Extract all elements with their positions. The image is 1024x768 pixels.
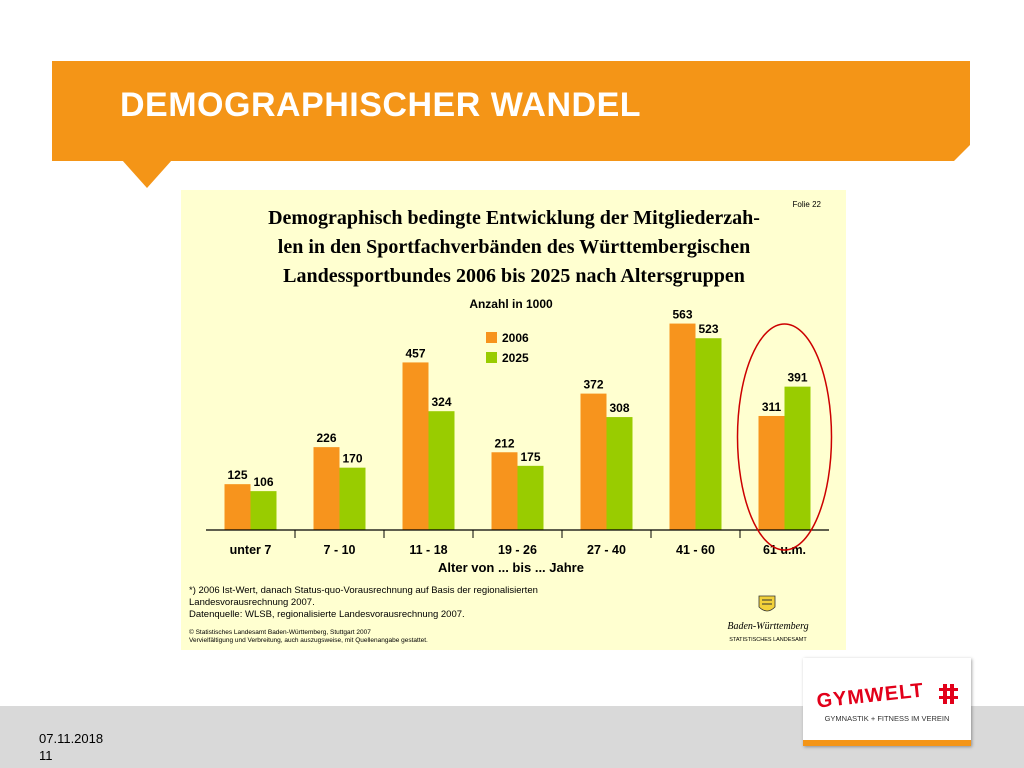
- bar-2025-6: [695, 338, 722, 530]
- data-label-2006-1: 125: [227, 468, 247, 482]
- x-tick-label-6: 41 - 60: [676, 543, 715, 557]
- note-line-1: *) 2006 Ist-Wert, danach Status-quo-Vora…: [189, 585, 538, 596]
- bar-chart: Folie 22 Demographisch bedingte Entwickl…: [189, 200, 833, 644]
- gymwelt-logo-graphic: GYMWELT GYMNASTIK + FITNESS IM VEREIN: [816, 679, 958, 723]
- plot-area: 125 106 unter 7 226 170 7 - 10 457 324 11 - 18 21…: [206, 308, 833, 557]
- chart-title-line-3: Landessportbundes 2006 bis 2025 nach Alt…: [283, 265, 745, 287]
- coat-of-arms-icon: [758, 595, 776, 612]
- data-label-2025-3: 324: [431, 395, 451, 409]
- banner-corner: [954, 145, 970, 161]
- bar-2025-1: [250, 491, 277, 530]
- data-label-2025-5: 308: [609, 401, 629, 415]
- data-label-2025-2: 170: [342, 452, 362, 466]
- dtb-logo-icon: [939, 684, 958, 704]
- x-tick-label-4: 19 - 26: [498, 543, 537, 557]
- bar-2006-3: [402, 362, 429, 530]
- bar-2025-7: [784, 386, 811, 530]
- legend: 2006 2025: [486, 331, 529, 365]
- bar-2006-2: [313, 447, 340, 530]
- legend-label-2006: 2006: [502, 331, 529, 345]
- chart-subtitle: Anzahl in 1000: [469, 297, 553, 311]
- bar-2006-5: [580, 393, 607, 530]
- bar-2025-2: [339, 467, 366, 530]
- gymwelt-tagline: GYMNASTIK + FITNESS IM VEREIN: [825, 714, 950, 723]
- data-label-2006-3: 457: [405, 346, 425, 360]
- x-tick-label-1: unter 7: [230, 543, 272, 557]
- x-axis-label: Alter von ... bis ... Jahre: [438, 560, 584, 575]
- highlight-ellipse: [736, 323, 833, 551]
- copyright-line-1: © Statistisches Landesamt Baden-Württemb…: [189, 628, 371, 636]
- footer-date: 07.11.2018: [39, 731, 104, 746]
- data-label-2006-2: 226: [316, 431, 336, 445]
- bar-2025-3: [428, 411, 455, 530]
- bar-2006-7: [758, 415, 785, 530]
- gymwelt-logo-text: GYMWELT: [816, 679, 925, 712]
- bar-2006-1: [224, 484, 251, 530]
- bar-2025-5: [606, 417, 633, 530]
- title-banner: DEMOGRAPHISCHER WANDEL: [52, 61, 970, 161]
- note-line-2: Landesvorausrechnung 2007.: [189, 597, 315, 608]
- source-logo-name: Baden-Württemberg: [727, 621, 808, 632]
- logo-accent-bar: [803, 740, 971, 746]
- legend-swatch-2025: [486, 352, 497, 363]
- chart-title-line-2: len in den Sportfachverbänden des Württe…: [278, 236, 750, 258]
- gymwelt-logo: GYMWELT GYMNASTIK + FITNESS IM VEREIN: [803, 658, 971, 746]
- data-label-2025-7: 391: [787, 371, 807, 385]
- data-label-2006-6: 563: [672, 308, 692, 322]
- data-label-2006-5: 372: [583, 378, 603, 392]
- chart-title-line-1: Demographisch bedingte Entwicklung der M…: [268, 207, 760, 229]
- slide-reference-label: Folie 22: [793, 200, 822, 209]
- legend-swatch-2006: [486, 332, 497, 343]
- data-label-2006-4: 212: [494, 436, 514, 450]
- x-tick-label-5: 27 - 40: [587, 543, 626, 557]
- x-tick-label-2: 7 - 10: [324, 543, 356, 557]
- legend-label-2025: 2025: [502, 351, 529, 365]
- chart-panel: Folie 22 Demographisch bedingte Entwickl…: [181, 190, 846, 650]
- source-logo-sub: STATISTISCHES LANDESAMT: [729, 637, 807, 643]
- bar-2025-4: [517, 465, 544, 530]
- slide-title: DEMOGRAPHISCHER WANDEL: [120, 86, 642, 124]
- data-label-2025-4: 175: [520, 450, 540, 464]
- note-line-3: Datenquelle: WLSB, regionalisierte Lande…: [189, 609, 465, 620]
- banner-notch: [122, 160, 172, 188]
- x-tick-label-3: 11 - 18: [409, 543, 447, 557]
- data-label-2025-1: 106: [253, 475, 273, 489]
- copyright-line-2: Vervielfältigung und Verbreitung, auch a…: [189, 637, 428, 644]
- data-label-2025-6: 523: [698, 322, 718, 336]
- bar-2006-6: [669, 323, 696, 530]
- data-label-2006-7: 311: [762, 400, 782, 414]
- bar-2006-4: [491, 452, 518, 530]
- footer-page-number: 11: [39, 748, 53, 763]
